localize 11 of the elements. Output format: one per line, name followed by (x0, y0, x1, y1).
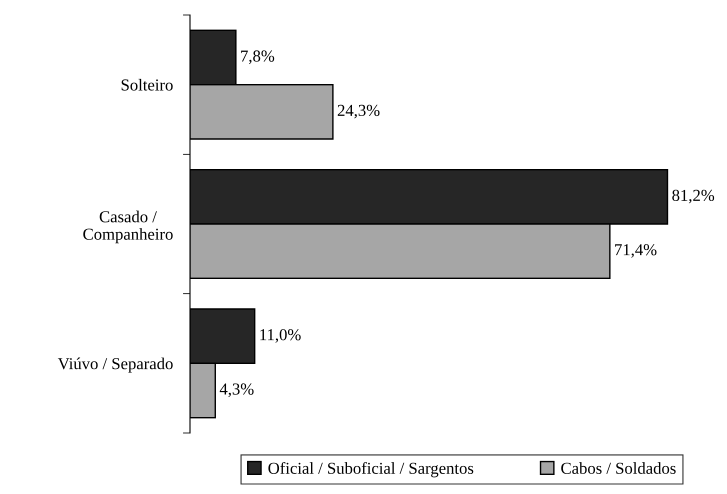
legend-label: Cabos / Soldados (561, 462, 676, 474)
data-label: 4,3% (220, 383, 254, 398)
y-tick-label: Solteiro (122, 78, 173, 91)
data-label: 24,3% (338, 104, 380, 118)
legend-label: Oficial / Suboficial / Sargentos (268, 462, 474, 478)
data-label: 11,0% (260, 329, 301, 343)
y-tick-label: Viúvo / Separado (58, 358, 173, 373)
y-tick-label: Casado / Companheiro (83, 210, 173, 244)
data-label: 71,4% (615, 244, 656, 258)
data-label: 7,8% (241, 50, 274, 64)
data-label: 81,2% (672, 190, 714, 204)
